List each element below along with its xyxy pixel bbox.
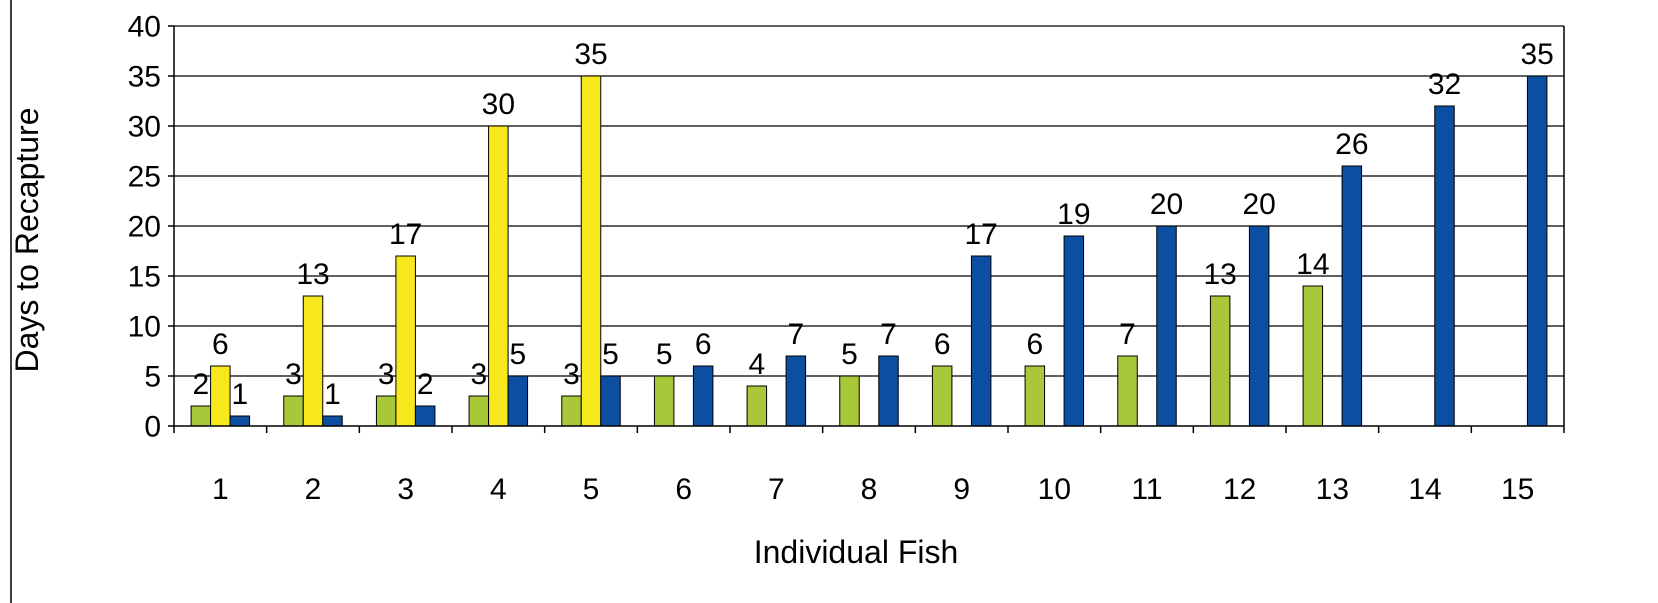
data-label: 5	[509, 338, 526, 371]
data-label: 7	[1119, 318, 1136, 351]
x-axis-title: Individual Fish	[754, 534, 959, 570]
bar	[692, 365, 714, 427]
y-tick-label: 25	[128, 161, 161, 194]
bar	[1209, 295, 1231, 427]
y-tick-label: 40	[128, 11, 161, 44]
x-tick-label: 7	[768, 473, 785, 506]
bar	[785, 355, 807, 427]
bar	[839, 375, 860, 427]
y-tick-label: 10	[128, 311, 161, 344]
data-label: 2	[192, 368, 209, 401]
bar	[561, 395, 582, 427]
bar	[1248, 225, 1270, 427]
bars	[190, 75, 1548, 427]
data-label: 30	[482, 88, 515, 121]
x-tick-label: 4	[490, 473, 507, 506]
bar	[302, 295, 324, 427]
bar	[1434, 105, 1455, 427]
data-label: 2	[417, 368, 434, 401]
x-tick-label: 9	[953, 473, 970, 506]
bar	[600, 375, 621, 427]
data-label: 5	[656, 338, 673, 371]
data-label: 1	[324, 378, 341, 411]
bar	[580, 75, 602, 427]
x-tick-label: 5	[583, 473, 600, 506]
bar	[1302, 285, 1324, 427]
x-tick-label: 15	[1501, 473, 1534, 506]
data-label: 35	[574, 38, 607, 71]
x-tick-label: 2	[305, 473, 322, 506]
data-label: 3	[285, 358, 302, 391]
x-tick-label: 13	[1316, 473, 1349, 506]
bar	[375, 395, 397, 427]
bar	[414, 405, 436, 427]
data-label: 5	[841, 338, 858, 371]
bar	[1156, 225, 1177, 427]
y-tick-label: 5	[144, 361, 161, 394]
x-tick-label: 10	[1038, 473, 1071, 506]
bar	[468, 395, 490, 427]
bar	[1024, 365, 1046, 427]
data-label: 6	[1026, 328, 1043, 361]
bar	[746, 385, 768, 427]
y-tick-label: 20	[128, 211, 161, 244]
x-tick-label: 12	[1223, 473, 1256, 506]
data-label: 13	[296, 258, 329, 291]
data-label: 7	[787, 318, 804, 351]
data-label: 5	[602, 338, 619, 371]
y-tick-label: 30	[128, 111, 161, 144]
data-label: 35	[1520, 38, 1553, 71]
x-tick-label: 14	[1408, 473, 1441, 506]
x-tick-label: 6	[675, 473, 692, 506]
y-tick-label: 0	[144, 411, 161, 444]
data-label: 17	[964, 218, 997, 251]
x-tick-label: 8	[861, 473, 878, 506]
data-label: 6	[212, 328, 229, 361]
x-tick-label: 11	[1131, 473, 1162, 506]
bar	[283, 395, 304, 427]
data-label: 19	[1057, 198, 1090, 231]
bar	[190, 405, 212, 427]
data-label: 3	[470, 358, 487, 391]
bar	[507, 375, 529, 427]
data-label: 13	[1203, 258, 1236, 291]
data-label: 3	[378, 358, 395, 391]
bar	[1117, 355, 1138, 427]
bar	[395, 255, 416, 427]
bar	[653, 375, 675, 427]
y-axis-title: Days to Recapture	[9, 107, 45, 372]
data-label: 26	[1335, 128, 1368, 161]
bar	[970, 255, 992, 427]
bar	[1526, 75, 1548, 427]
data-label: 6	[695, 328, 712, 361]
y-tick-label: 35	[128, 61, 161, 94]
data-label: 7	[880, 318, 897, 351]
bar	[488, 125, 509, 427]
data-label: 20	[1242, 188, 1275, 221]
data-label: 4	[748, 348, 765, 381]
data-label: 14	[1296, 248, 1329, 281]
data-label: 6	[934, 328, 951, 361]
y-tick-label: 15	[128, 261, 161, 294]
x-tick-label: 1	[212, 473, 229, 506]
data-label: 3	[563, 358, 580, 391]
bar	[229, 415, 251, 427]
data-label: 20	[1150, 188, 1183, 221]
bar	[931, 365, 953, 427]
data-label: 32	[1428, 68, 1461, 101]
bar	[1341, 165, 1363, 427]
data-label: 1	[231, 378, 248, 411]
bar	[1063, 235, 1085, 427]
axes	[168, 25, 1565, 433]
data-label: 17	[389, 218, 422, 251]
bar	[878, 355, 899, 427]
bar	[210, 365, 231, 427]
bar	[322, 415, 343, 427]
x-tick-label: 3	[397, 473, 414, 506]
